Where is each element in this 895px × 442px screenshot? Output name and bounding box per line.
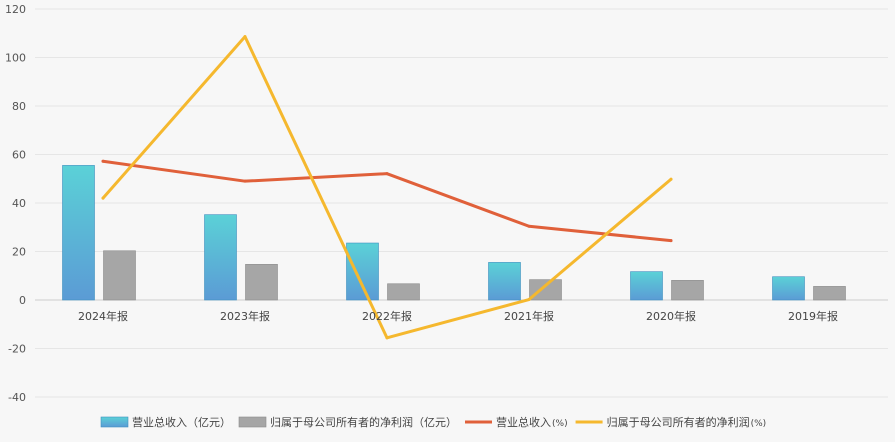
net-profit-bar[interactable] [387, 283, 420, 301]
x-category-label: 2020年报 [646, 309, 696, 323]
net-profit-growth-point[interactable] [527, 298, 531, 302]
net-profit-growth-point[interactable] [385, 336, 389, 340]
legend-unit: (%) [552, 419, 568, 429]
x-category-label: 2019年报 [788, 309, 838, 323]
y-tick-label: 40 [12, 197, 26, 210]
net-profit-growth-line[interactable] [101, 35, 673, 340]
net-profit-bar[interactable] [529, 279, 562, 301]
legend-item[interactable]: 营业总收入 (%) [465, 415, 568, 429]
legend-label: 归属于母公司所有者的净利润（亿元） [270, 415, 457, 429]
revenue-bar[interactable] [62, 165, 95, 301]
y-tick-label: 80 [12, 100, 26, 113]
legend-item[interactable]: 营业总收入（亿元） [100, 415, 231, 429]
legend-item[interactable]: 归属于母公司所有者的净利润（亿元） [238, 415, 457, 429]
legend[interactable]: 营业总收入（亿元） 归属于母公司所有者的净利润（亿元） 营业总收入 (%) 归属于母公司… [100, 415, 767, 429]
x-category-label: 2022年报 [362, 309, 412, 323]
revenue-growth-point[interactable] [243, 179, 247, 183]
y-tick-label: 20 [12, 246, 26, 259]
revenue-growth-point[interactable] [669, 239, 673, 243]
y-tick-label: -40 [8, 391, 26, 404]
net-profit-bar[interactable] [671, 280, 704, 301]
x-axis-categories: 2024年报 2023年报 2022年报 2021年报 2020年报 2019年报 [78, 309, 838, 323]
revenue-bar[interactable] [346, 242, 379, 301]
revenue-growth-point[interactable] [527, 224, 531, 228]
grid-lines [35, 8, 888, 398]
net-profit-growth-point[interactable] [101, 196, 105, 200]
legend-label: 归属于母公司所有者的净利润 [607, 415, 750, 429]
revenue-bar[interactable] [772, 276, 805, 301]
y-axis-ticks: 120 100 80 60 40 20 0 -20 -40 [5, 3, 26, 404]
revenue-bar[interactable] [488, 262, 521, 301]
legend-label: 营业总收入（亿元） [132, 415, 231, 429]
x-category-label: 2024年报 [78, 309, 128, 323]
revenue-growth-point[interactable] [385, 172, 389, 176]
y-tick-label: 120 [5, 3, 26, 16]
net-profit-growth-point[interactable] [669, 177, 673, 181]
net-profit-bar[interactable] [813, 286, 846, 301]
legend-item[interactable]: 归属于母公司所有者的净利润 (%) [575, 415, 767, 429]
legend-label: 营业总收入 [496, 415, 551, 429]
revenue-bar[interactable] [630, 271, 663, 301]
y-tick-label: 60 [12, 149, 26, 162]
bar-series [62, 165, 846, 301]
y-tick-label: 100 [5, 52, 26, 65]
y-tick-label: 0 [19, 294, 26, 307]
revenue-bar[interactable] [204, 214, 237, 301]
legend-unit: (%) [751, 419, 767, 429]
y-tick-label: -20 [8, 343, 26, 356]
net-profit-growth-point[interactable] [243, 35, 247, 39]
net-profit-bar[interactable] [103, 250, 136, 301]
revenue-growth-point[interactable] [101, 159, 105, 163]
legend-swatch-bar [238, 416, 267, 428]
x-category-label: 2023年报 [220, 309, 270, 323]
legend-swatch-bar [100, 416, 129, 428]
net-profit-bar[interactable] [245, 264, 278, 301]
x-category-label: 2021年报 [504, 309, 554, 323]
line-series [101, 35, 673, 340]
